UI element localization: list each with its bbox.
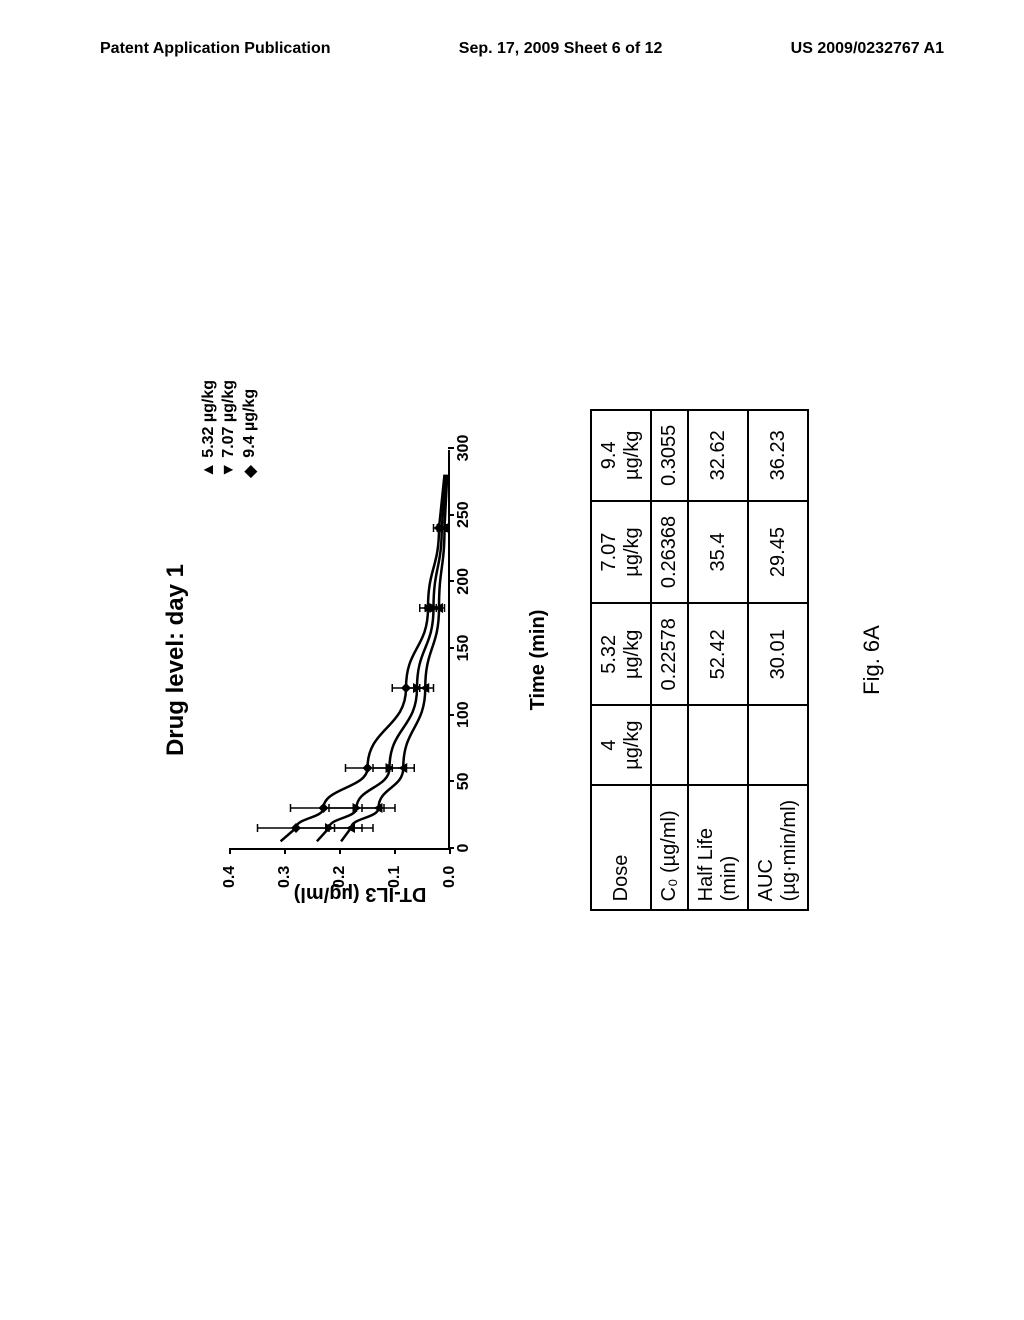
table-header-cell: 7.07µg/kg (591, 501, 651, 603)
table-header-cell: Dose (591, 785, 651, 911)
x-tick-label: 200 (455, 568, 473, 595)
table-header-cell: 5.32µg/kg (591, 603, 651, 705)
legend-marker-icon: ▼ (220, 466, 238, 478)
table-cell: 0.22578 (651, 603, 688, 705)
pk-table: Dose4µg/kg5.32µg/kg7.07µg/kg9.4µg/kg C₀ (… (590, 409, 809, 912)
table-cell: 29.45 (748, 501, 808, 603)
x-tick-label: 300 (455, 435, 473, 462)
x-tick-label: 250 (455, 501, 473, 528)
table-row-header: Half Life(min) (688, 785, 748, 911)
y-tick-label: 0.3 (276, 866, 294, 888)
table-cell: 32.62 (688, 410, 748, 501)
x-tick-label: 0 (455, 844, 473, 853)
legend-label: 9.4 µg/kg (241, 389, 259, 458)
header-center: Sep. 17, 2009 Sheet 6 of 12 (459, 40, 663, 58)
plot-box: 0.00.10.20.30.4 050100150200250300 (230, 450, 450, 850)
chart-svg (230, 448, 450, 848)
table-cell: 0.26368 (651, 501, 688, 603)
figure-label: Fig. 6A (859, 625, 885, 695)
table-cell (651, 705, 688, 784)
chart-title: Drug level: day 1 (162, 564, 190, 756)
y-tick-label: 0.4 (221, 866, 239, 888)
table-row-header: C₀ (µg/ml) (651, 785, 688, 911)
x-axis-label: Time (min) (527, 610, 550, 711)
table-cell: 35.4 (688, 501, 748, 603)
y-tick-label: 0.2 (331, 866, 349, 888)
x-tick-label: 100 (455, 701, 473, 728)
table-cell: 0.3055 (651, 410, 688, 501)
legend-item: ▼ 7.07 µg/kg (220, 380, 238, 478)
header-right: US 2009/0232767 A1 (791, 40, 944, 58)
header-left: Patent Application Publication (100, 40, 331, 58)
table-cell (688, 705, 748, 784)
legend-label: 5.32 µg/kg (200, 380, 218, 458)
figure-container: Drug level: day 1 DT-IL3 (µg/ml) 0.00.10… (162, 310, 862, 1010)
y-tick-label: 0.0 (441, 866, 459, 888)
legend-marker-icon: ◆ (240, 466, 260, 478)
y-tick-label: 0.1 (386, 866, 404, 888)
legend-item: ◆ 9.4 µg/kg (240, 380, 260, 478)
x-tick-label: 150 (455, 635, 473, 662)
table-cell: 36.23 (748, 410, 808, 501)
x-tick-label: 50 (455, 772, 473, 790)
chart-legend: ▲ 5.32 µg/kg▼ 7.07 µg/kg◆ 9.4 µg/kg (200, 380, 262, 478)
page-header: Patent Application Publication Sep. 17, … (0, 0, 1024, 78)
legend-item: ▲ 5.32 µg/kg (200, 380, 218, 478)
table-header-cell: 4µg/kg (591, 705, 651, 784)
chart-area: DT-IL3 (µg/ml) 0.00.10.20.30.4 050100150… (220, 410, 500, 910)
table-cell (748, 705, 808, 784)
table-cell: 52.42 (688, 603, 748, 705)
legend-marker-icon: ▲ (200, 466, 218, 478)
table-row-header: AUC(µg·min/ml) (748, 785, 808, 911)
y-axis-label: DT-IL3 (µg/ml) (294, 882, 427, 905)
legend-label: 7.07 µg/kg (220, 380, 238, 458)
table-cell: 30.01 (748, 603, 808, 705)
table-header-cell: 9.4µg/kg (591, 410, 651, 501)
